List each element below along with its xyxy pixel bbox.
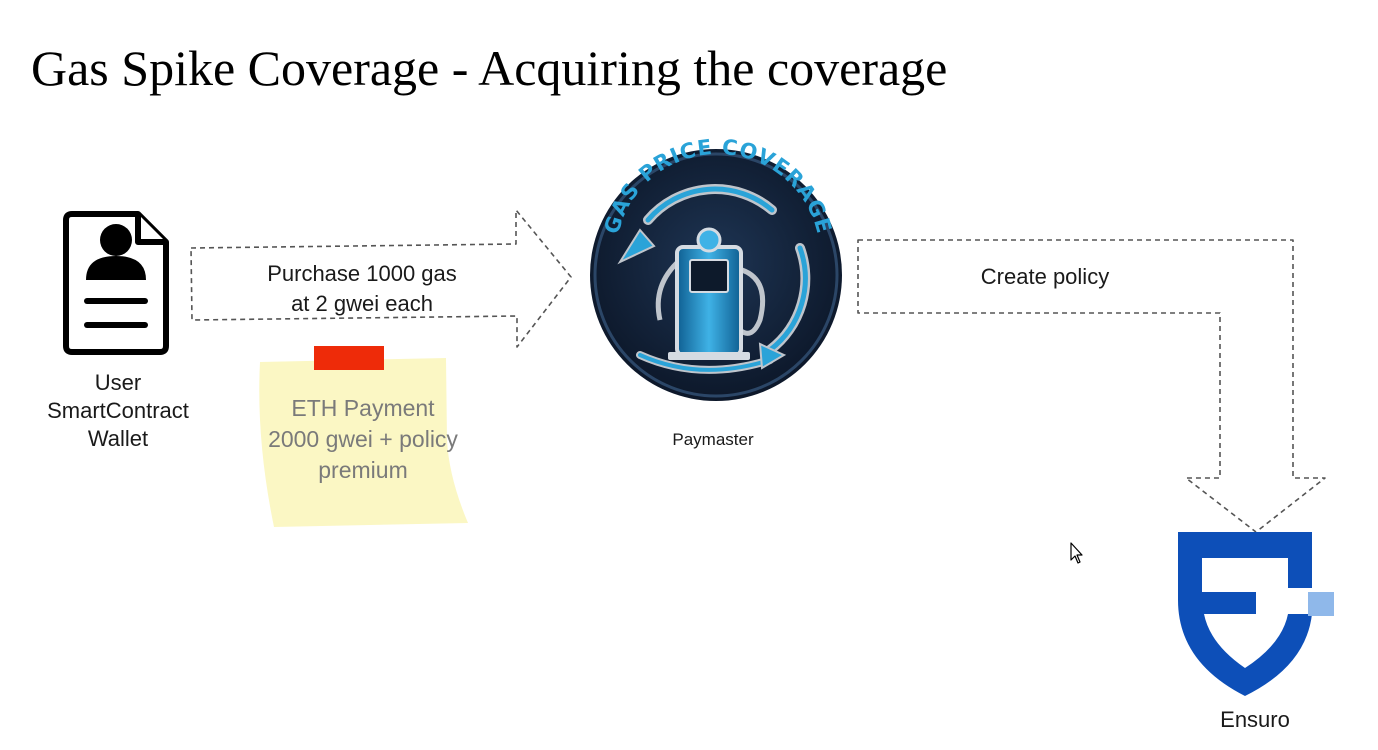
purchase-arrow bbox=[190, 209, 572, 348]
sticky-note-line: premium bbox=[318, 457, 408, 483]
sticky-note-line: ETH Payment bbox=[291, 395, 435, 421]
gas-price-coverage-logo: GAS PRICE COVERAGE bbox=[590, 135, 842, 401]
ensuro-shield-logo bbox=[1178, 532, 1334, 696]
user-label-line: SmartContract bbox=[47, 398, 189, 423]
user-label-line: User bbox=[94, 370, 142, 395]
sticky-note-line: 2000 gwei + policy bbox=[268, 426, 458, 452]
create-policy-arrow bbox=[857, 239, 1326, 533]
purchase-arrow-label: Purchase 1000 gas at 2 gwei each bbox=[222, 259, 502, 319]
sticky-note-text: ETH Payment 2000 gwei + policy premium bbox=[250, 393, 476, 486]
user-label-line: Wallet bbox=[87, 426, 149, 451]
user-contract-document-icon bbox=[63, 211, 169, 355]
slide-title: Gas Spike Coverage - Acquiring the cover… bbox=[31, 40, 948, 96]
sticky-note-tape bbox=[314, 346, 384, 370]
paymaster-label: Paymaster bbox=[672, 430, 754, 449]
sticky-note bbox=[259, 346, 468, 527]
purchase-label-line: at 2 gwei each bbox=[291, 291, 433, 316]
mouse-cursor-icon bbox=[1070, 542, 1083, 564]
user-smartcontract-wallet-label: User SmartContract Wallet bbox=[28, 369, 208, 453]
create-policy-label: Create policy bbox=[980, 264, 1110, 289]
ensuro-label: Ensuro bbox=[1220, 707, 1290, 732]
purchase-label-line: Purchase 1000 gas bbox=[267, 261, 457, 286]
